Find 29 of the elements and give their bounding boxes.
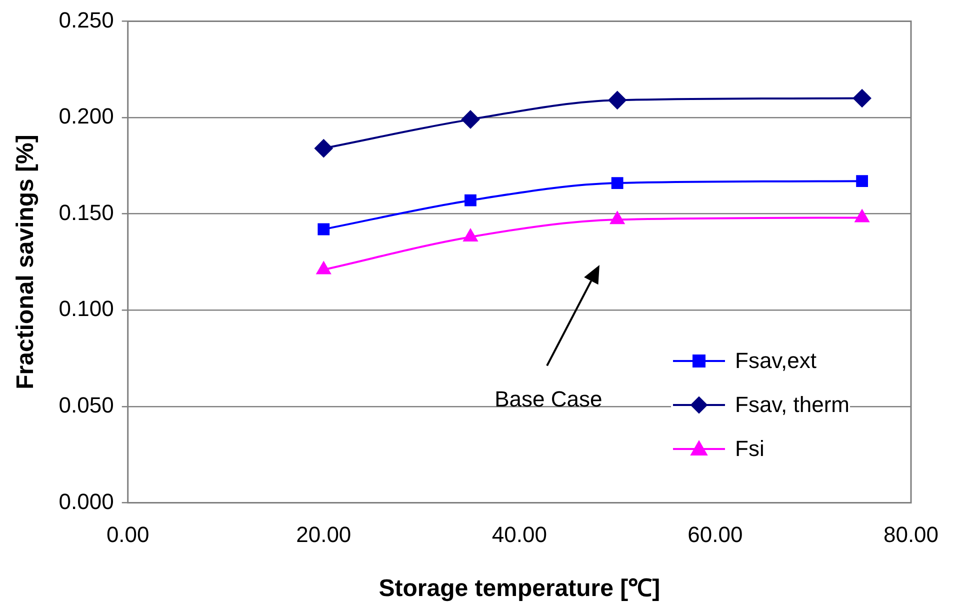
point xyxy=(461,110,480,128)
point xyxy=(464,194,476,206)
x-tick-label: 80.00 xyxy=(883,522,939,548)
point xyxy=(856,175,868,188)
x-tick-label: 20.00 xyxy=(296,522,352,548)
y-tick-label: 0.200 xyxy=(58,104,114,129)
x-tick-label: 40.00 xyxy=(492,522,547,548)
y-tick-label: 0.100 xyxy=(58,296,114,322)
y-tick-label: 0.050 xyxy=(58,392,114,418)
y-tick-label: 0.150 xyxy=(58,200,114,225)
point xyxy=(853,89,872,108)
legend-label: Fsav, therm xyxy=(735,392,850,418)
annotation: Base Case xyxy=(494,386,602,412)
x-tick-label: 60.00 xyxy=(688,522,743,548)
y-tick-label: 0.000 xyxy=(58,488,114,514)
point xyxy=(611,177,624,189)
legend-label: Fsi xyxy=(735,436,764,462)
point xyxy=(318,223,330,236)
point xyxy=(463,228,478,242)
legend-label: Fsav,ext xyxy=(735,348,817,374)
y-tick-label: 0.250 xyxy=(58,7,114,32)
point xyxy=(316,262,331,274)
point xyxy=(608,91,626,110)
y-axis-title: Fractional savings [%] xyxy=(12,134,40,390)
point xyxy=(854,210,870,222)
x-axis-title: Storage temperature [℃] xyxy=(378,575,660,602)
point xyxy=(314,139,333,158)
point xyxy=(610,212,624,224)
x-tick-label: 0.00 xyxy=(106,522,150,548)
